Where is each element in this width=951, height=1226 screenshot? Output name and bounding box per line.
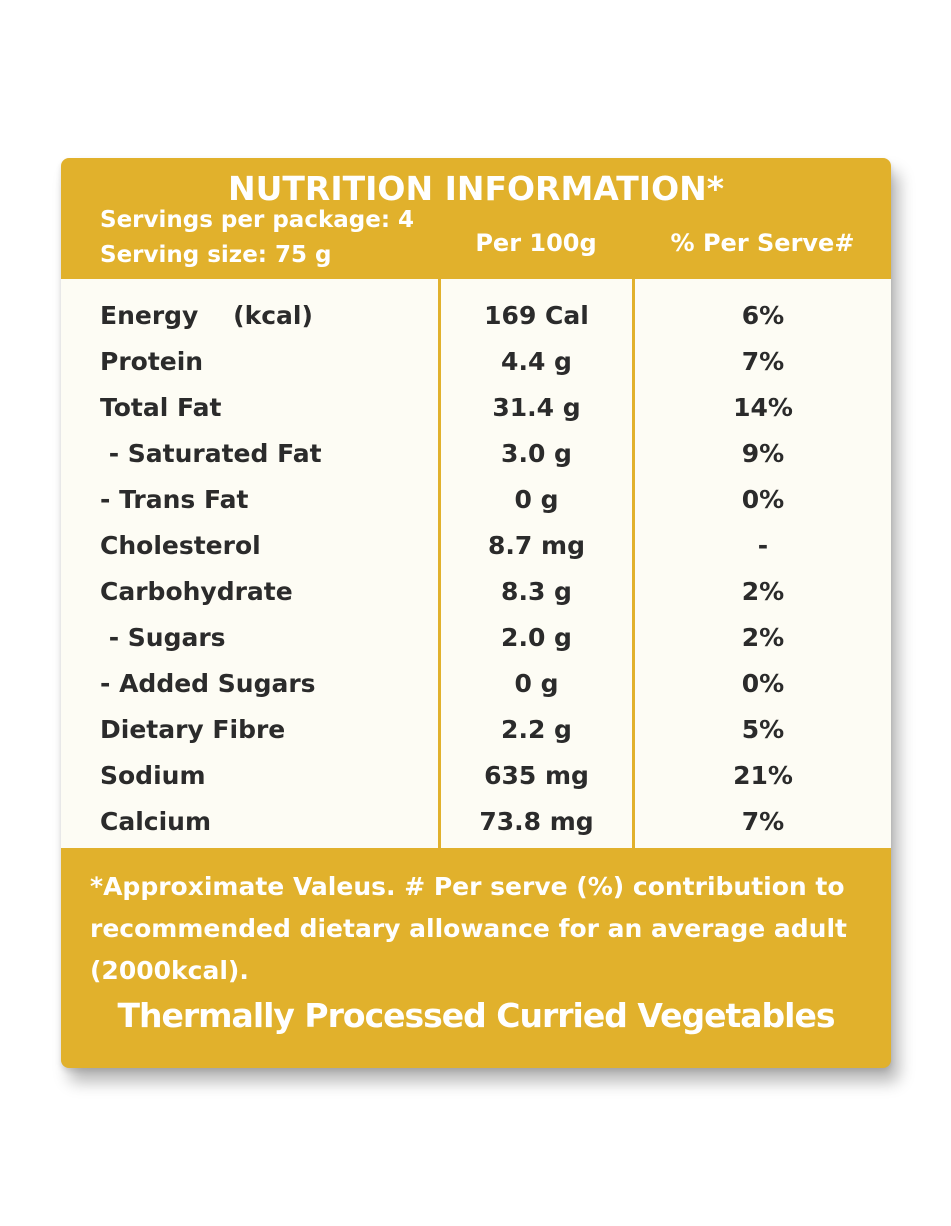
table-row: Carbohydrate 8.3 g 2% [61,569,891,615]
table-row: Calcium 73.8 mg 7% [61,799,891,845]
serving-size: Serving size: 75 g [100,242,332,268]
nutrient-per-100g: 2.2 g [501,715,572,744]
nutrient-per-serve: 7% [741,807,785,836]
nutrient-per-serve: 2% [741,623,785,652]
nutrient-name: - Added Sugars [100,669,316,698]
nutrient-per-100g: 31.4 g [492,393,581,422]
nutrient-per-100g: 4.4 g [501,347,572,376]
nutrient-name: Dietary Fibre [100,715,286,744]
column-divider [438,279,441,848]
table-row: Total Fat 31.4 g 14% [61,385,891,431]
nutrient-per-100g: 0 g [514,485,559,514]
nutrient-per-serve: 0% [741,485,785,514]
table-row: - Trans Fat 0 g 0% [61,477,891,523]
footnote: *Approximate Valeus. # Per serve (%) con… [90,872,847,985]
nutrient-name: - Saturated Fat [100,439,322,468]
nutrition-table: Energy (kcal) 169 Cal 6% Protein 4.4 g 7… [61,279,891,848]
table-row: Sodium 635 mg 21% [61,753,891,799]
nutrient-per-100g: 2.0 g [501,623,572,652]
nutrient-per-100g: 0 g [514,669,559,698]
nutrient-per-serve: 14% [733,393,793,422]
nutrient-name: Sodium [100,761,206,790]
nutrient-name: Energy (kcal) [100,301,313,330]
table-row: Protein 4.4 g 7% [61,339,891,385]
nutrient-per-100g: 8.7 mg [488,531,585,560]
nutrient-per-100g: 8.3 g [501,577,572,606]
nutrient-per-serve: - [757,531,769,560]
column-header-per-serve: % Per Serve# [670,229,855,257]
nutrition-panel: NUTRITION INFORMATION* Servings per pack… [61,158,891,1068]
nutrient-name: Total Fat [100,393,222,422]
nutrient-per-100g: 169 Cal [484,301,589,330]
nutrient-name: Carbohydrate [100,577,293,606]
table-row: Energy (kcal) 169 Cal 6% [61,293,891,339]
table-row: Cholesterol 8.7 mg - [61,523,891,569]
nutrient-per-serve: 6% [741,301,785,330]
table-row: - Sugars 2.0 g 2% [61,615,891,661]
nutrient-per-serve: 7% [741,347,785,376]
nutrient-name: - Trans Fat [100,485,249,514]
table-row: Dietary Fibre 2.2 g 5% [61,707,891,753]
nutrient-per-serve: 9% [741,439,785,468]
nutrient-per-100g: 635 mg [484,761,589,790]
nutrient-per-100g: 73.8 mg [479,807,594,836]
table-row: - Saturated Fat 3.0 g 9% [61,431,891,477]
nutrient-per-100g: 3.0 g [501,439,572,468]
nutrient-name: Cholesterol [100,531,261,560]
nutrient-name: Calcium [100,807,212,836]
column-divider [632,279,635,848]
servings-per-package: Servings per package: 4 [100,207,415,233]
product-name: Thermally Processed Curried Vegetables [117,996,836,1035]
panel-title: NUTRITION INFORMATION* [228,169,724,208]
nutrient-per-serve: 2% [741,577,785,606]
nutrient-per-serve: 21% [733,761,793,790]
column-header-per-100g: Per 100g [475,229,597,257]
nutrient-name: - Sugars [100,623,226,652]
table-row: - Added Sugars 0 g 0% [61,661,891,707]
nutrient-per-serve: 0% [741,669,785,698]
nutrient-name: Protein [100,347,204,376]
nutrient-per-serve: 5% [741,715,785,744]
